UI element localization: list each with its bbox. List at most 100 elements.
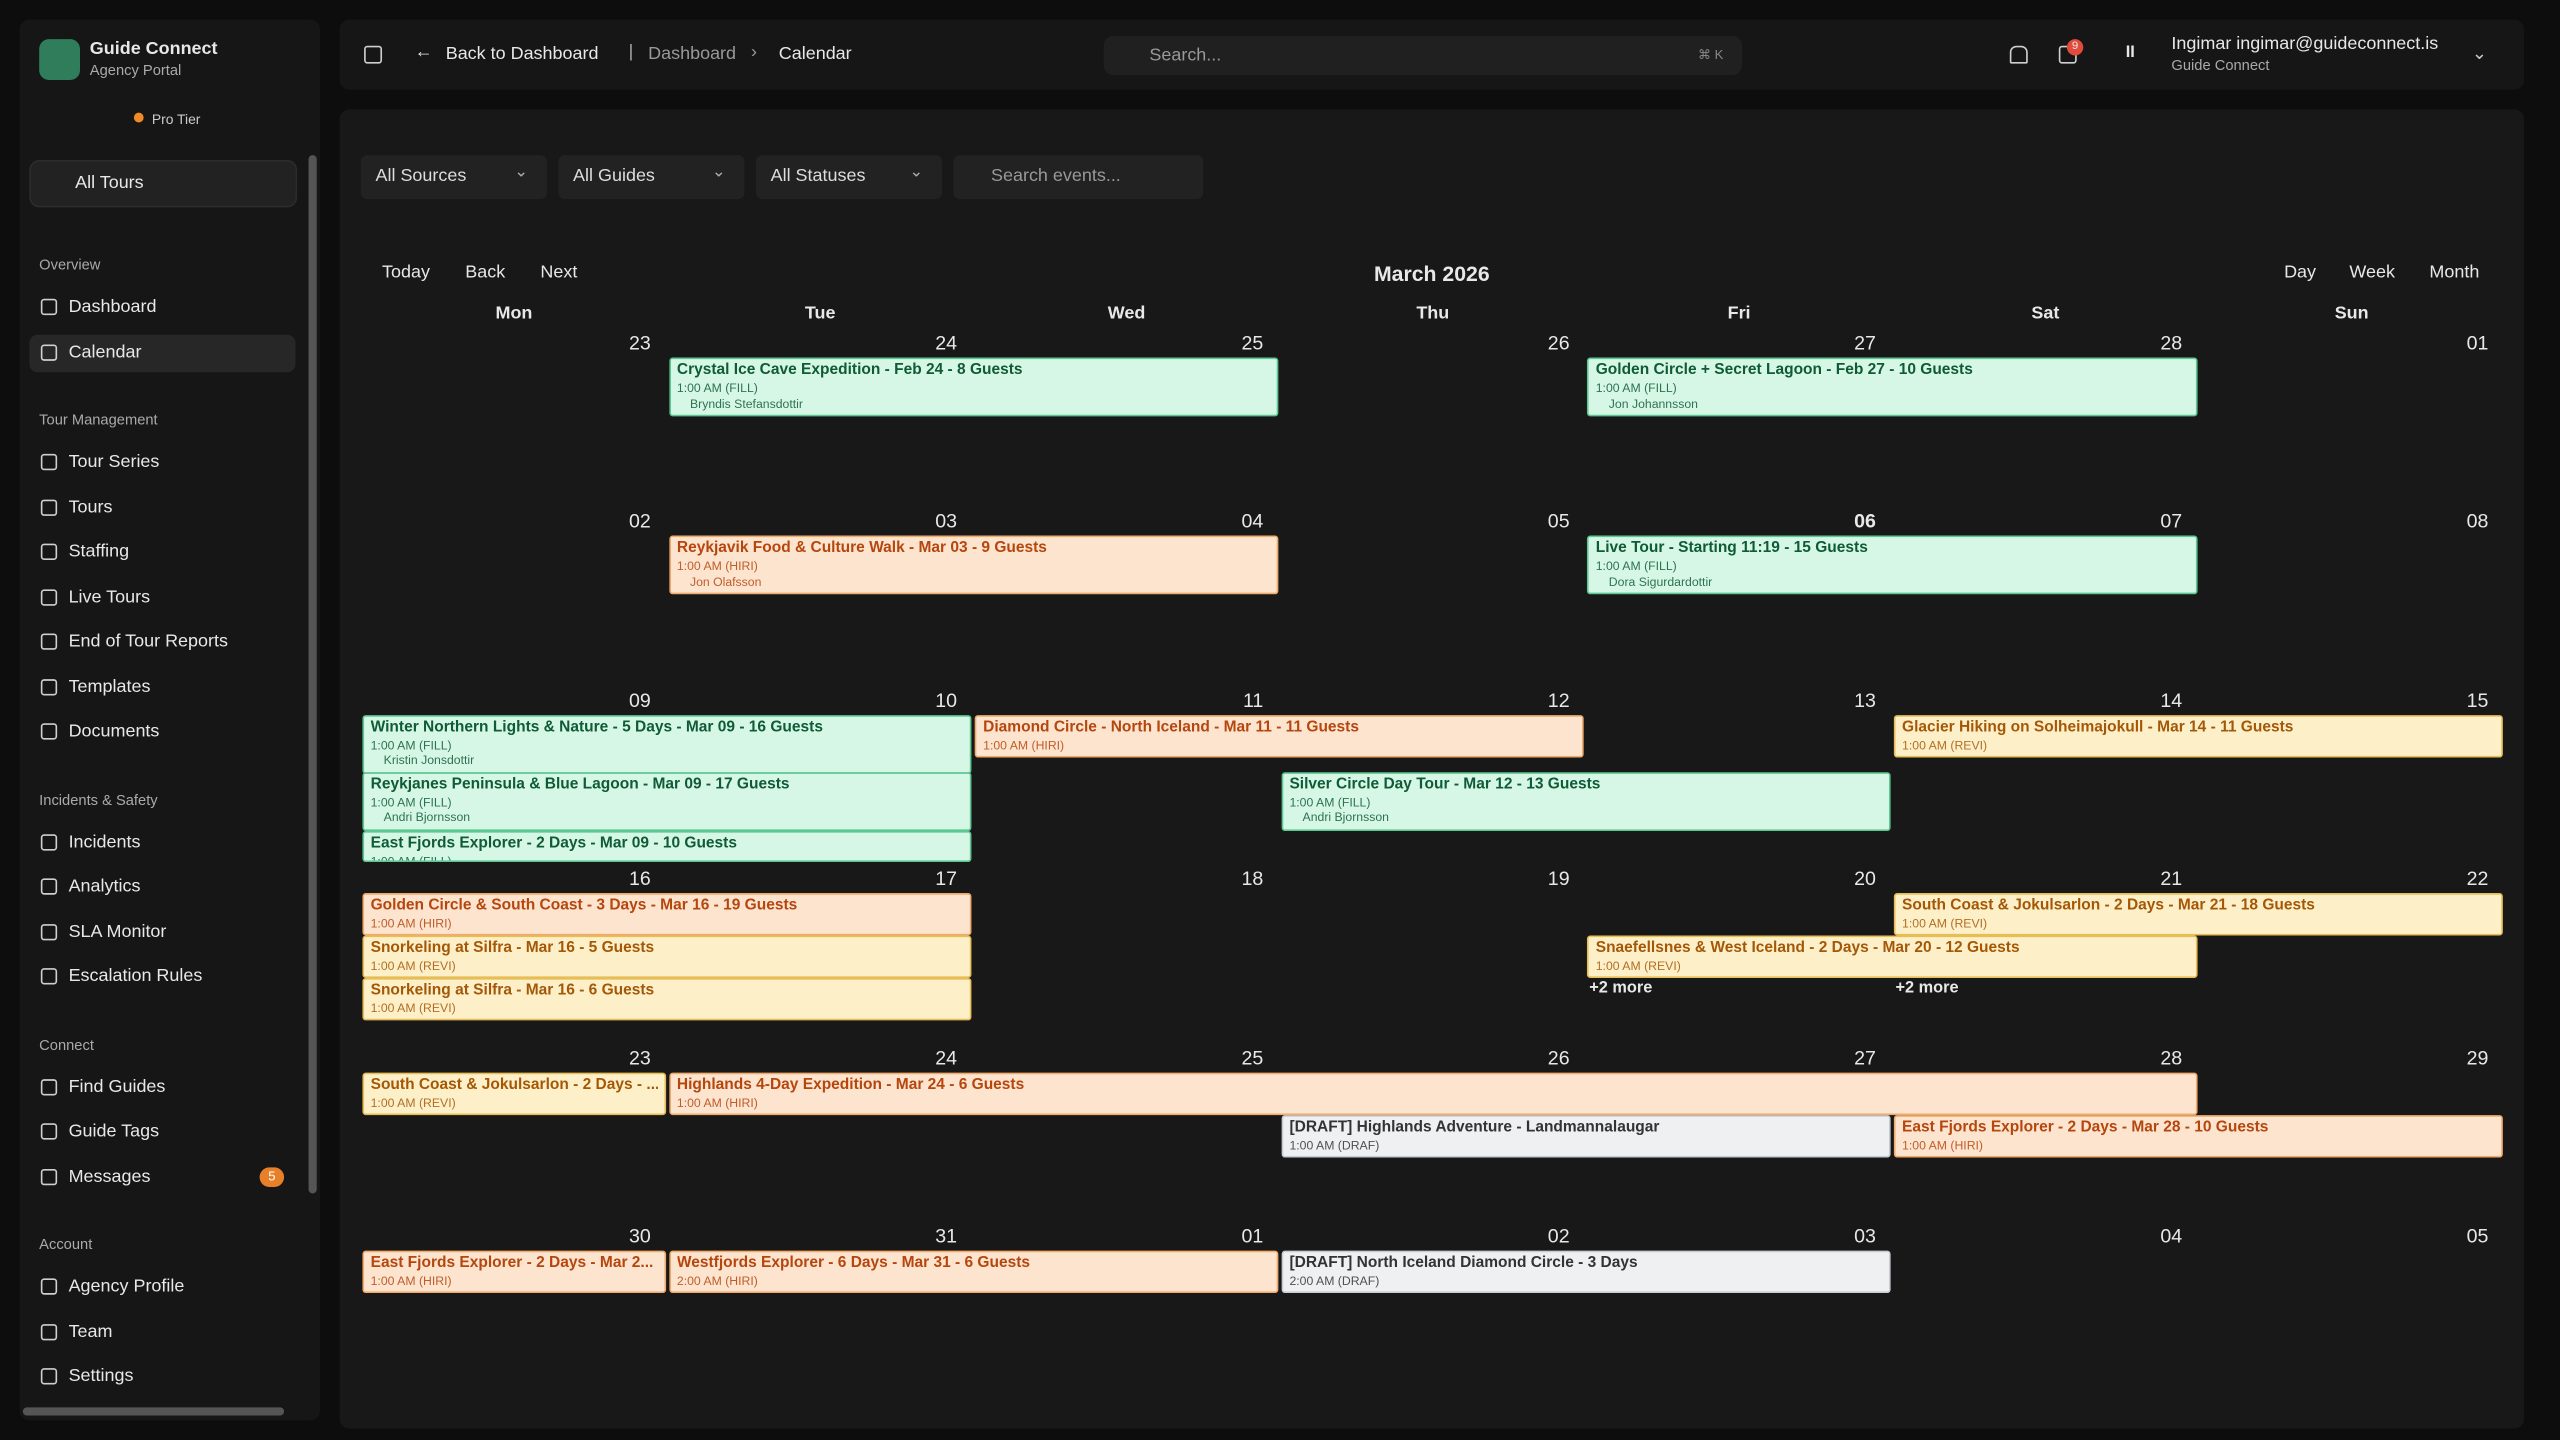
nav-item[interactable]: Guide Tags [68,1121,160,1142]
day-number: 04 [1241,510,1264,533]
event[interactable]: South Coast & Jokulsarlon - 2 Days - ...… [362,1071,666,1115]
user-menu[interactable]: ⌄ [2471,44,2487,64]
event[interactable]: Snorkeling at Silfra - Mar 16 - 5 Guests… [362,935,972,979]
event-time: 1:00 AM (DRAF) [1289,1137,1380,1152]
nav-item[interactable]: Analytics [68,876,141,897]
bell[interactable] [2009,45,2028,64]
view-button[interactable]: Day [2284,262,2317,283]
event[interactable]: Reykjavik Food & Culture Walk - Mar 03 -… [668,536,1279,595]
back-link[interactable]: Back to Dashboard [445,44,599,64]
day-number: 13 [1854,688,1876,712]
nav-item[interactable]: Documents [68,721,160,742]
event[interactable]: Live Tour - Starting 11:19 - 15 Guests 1:… [1587,536,2197,595]
event[interactable]: Reykjanes Peninsula & Blue Lagoon - Mar … [362,771,972,831]
event[interactable]: Snaefellsnes & West Iceland - 2 Days - M… [1587,935,2197,979]
view-button[interactable]: Month [2429,262,2480,283]
day-number: 21 [2160,867,2183,891]
nav-section-title: Account [39,1235,93,1253]
sidebar-toggle[interactable] [364,45,383,64]
nav-item[interactable]: Incidents [68,831,141,852]
event[interactable]: Golden Circle & South Coast - 3 Days - M… [362,893,972,936]
day-number: 16 [628,867,651,891]
nav-icon [40,878,58,895]
event[interactable]: East Fjords Explorer - 2 Days - Mar 09 -… [362,830,972,862]
nav-item[interactable]: Tours [68,497,113,517]
breadcrumb[interactable]: Dashboard [648,44,737,64]
nav-item[interactable]: Escalation Rules [68,966,203,987]
brand: Guide Connect [89,39,218,59]
event-search[interactable] [953,155,1204,200]
day-number: 05 [2466,1224,2489,1248]
event-title: Highlands 4-Day Expedition - Mar 24 - 6 … [676,1075,1025,1094]
nav-item[interactable]: Find Guides [68,1076,166,1097]
event-title: Snorkeling at Silfra - Mar 16 - 6 Guests [370,981,655,1000]
event[interactable]: Westfjords Explorer - 6 Days - Mar 31 - … [668,1250,1279,1294]
nav-item[interactable]: Agency Profile [68,1276,185,1297]
event-title: Snaefellsnes & West Iceland - 2 Days - M… [1595,939,2020,958]
event-title: South Coast & Jokulsarlon - 2 Days - ... [370,1075,658,1094]
event-title: East Fjords Explorer - 2 Days - Mar 28 -… [1902,1117,2269,1136]
event-title: Winter Northern Lights & Nature - 5 Days… [370,718,823,736]
day-number: 24 [935,1045,958,1069]
nav-icon [40,343,58,360]
event[interactable]: Diamond Circle - North Iceland - Mar 11 … [974,714,1585,758]
event[interactable]: Crystal Ice Cave Expedition - Feb 24 - 8… [668,357,1279,417]
event[interactable]: Golden Circle + Secret Lagoon - Feb 27 -… [1587,357,2197,417]
event[interactable]: Highlands 4-Day Expedition - Mar 24 - 6 … [668,1071,2197,1115]
event[interactable]: South Coast & Jokulsarlon - 2 Days - Mar… [1893,893,2504,936]
day-number: 03 [1854,1224,1876,1248]
event-guide: Bryndis Stefansdottir [689,395,803,411]
nav-button[interactable]: Today [382,262,430,283]
nav-icon [40,588,58,605]
nav-item[interactable]: Staffing [68,542,130,562]
filter-select[interactable] [558,155,745,200]
event[interactable]: [DRAFT] Highlands Adventure - Landmannal… [1281,1114,1891,1157]
nav-item[interactable]: Team [68,1321,113,1342]
search-box[interactable] [1103,35,1743,76]
event[interactable]: Winter Northern Lights & Nature - 5 Days… [362,714,972,774]
view-button[interactable]: Week [2349,262,2395,283]
nav-item[interactable]: Messages [68,1166,151,1187]
event[interactable]: East Fjords Explorer - 2 Days - Mar 2...… [362,1250,666,1294]
day-number: 09 [628,688,651,712]
nav-icon [40,923,58,940]
nav-item[interactable]: Tour Series [68,452,160,472]
event-title: South Coast & Jokulsarlon - 2 Days - Mar… [1902,896,2315,915]
filter-select[interactable] [755,155,943,200]
scrollbar-h[interactable] [22,1407,285,1416]
event-time: 1:00 AM (FILL) [1595,559,1677,574]
event[interactable]: [DRAFT] North Iceland Diamond Circle - 3… [1281,1250,1891,1294]
event-time: 1:00 AM (FILL) [370,853,452,862]
weekday: Tue [804,303,836,324]
event[interactable]: Glacier Hiking on Solheimajokull - Mar 1… [1893,714,2504,758]
more-link[interactable]: +2 more [1589,979,1653,998]
event[interactable]: Snorkeling at Silfra - Mar 16 - 6 Guests… [362,978,972,1021]
nav-item[interactable]: Live Tours [68,586,151,607]
back-arrow[interactable]: ← [414,42,433,63]
event-time: 1:00 AM (FILL) [370,794,452,810]
pause[interactable]: II [2125,44,2135,63]
nav-item[interactable]: Dashboard [68,297,157,317]
nav-item[interactable]: Settings [68,1366,134,1387]
nav-button[interactable]: Next [540,262,578,283]
brand-subtitle: Agency Portal [89,62,182,79]
weekday: Sun [2334,303,2369,324]
event-time: 1:00 AM (REVI) [1595,958,1681,974]
weekday: Mon [495,303,533,324]
filter-select[interactable] [360,155,547,200]
nav-item[interactable]: Calendar [68,342,142,362]
event-guide: Jon Olafsson [689,574,762,590]
user-name[interactable]: Ingimar ingimar@guideconnect.is [2171,34,2439,54]
more-link[interactable]: +2 more [1895,979,1959,998]
tour-select[interactable] [29,160,298,208]
event[interactable]: Silver Circle Day Tour - Mar 12 - 13 Gue… [1281,771,1891,831]
nav-button[interactable]: Back [465,262,506,283]
nav-icon [40,678,58,695]
scrollbar[interactable] [308,155,317,1194]
tier: Pro Tier [151,111,201,128]
nav-item[interactable]: SLA Monitor [68,921,167,942]
nav-item[interactable]: End of Tour Reports [68,631,228,652]
nav-item[interactable]: Templates [68,676,151,697]
event[interactable]: East Fjords Explorer - 2 Days - Mar 28 -… [1893,1114,2504,1157]
